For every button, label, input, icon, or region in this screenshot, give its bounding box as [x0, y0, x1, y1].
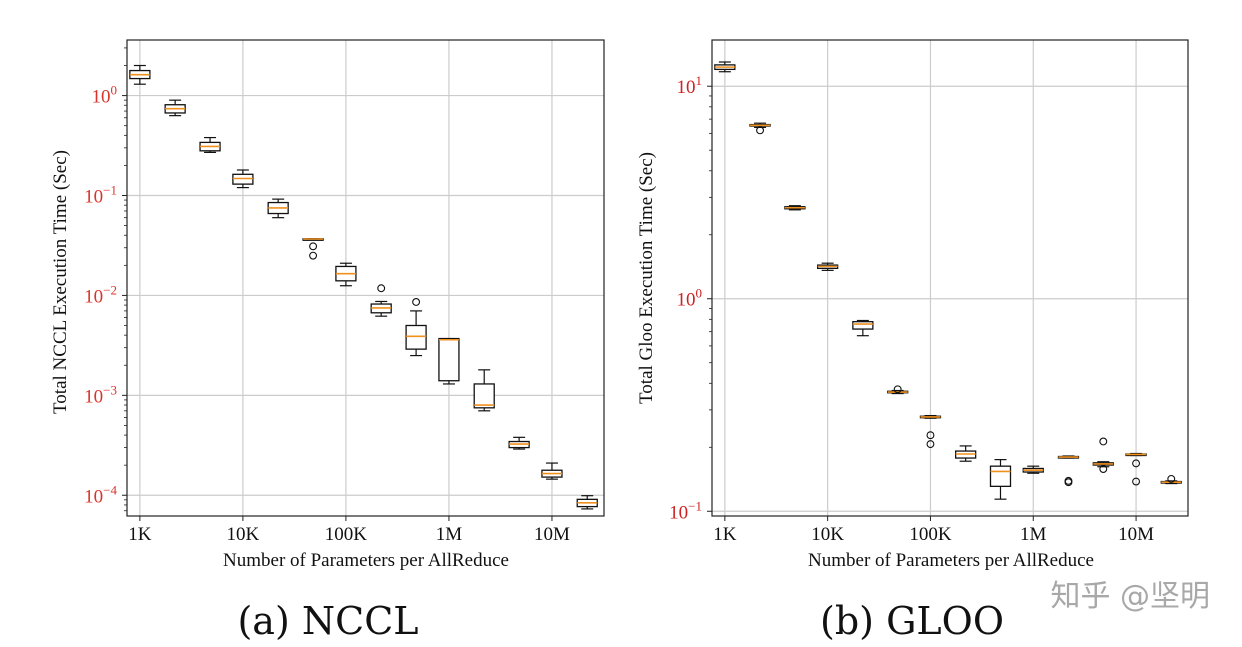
- gloo-outlier-point: [893, 385, 902, 394]
- gloo-x-tick-label: 1K: [713, 524, 737, 545]
- gloo-outlier-point: [1132, 477, 1141, 486]
- gloo-outlier-point: [1167, 474, 1176, 483]
- gloo-x-tick-label: 1M: [1020, 524, 1047, 545]
- nccl-x-tick-label: 10M: [534, 524, 570, 545]
- nccl-boxplot: [405, 298, 427, 357]
- nccl-y-tick-label: 10−2: [84, 282, 117, 307]
- gloo-boxplot: [1022, 465, 1044, 474]
- nccl-box: [405, 324, 427, 350]
- gloo-boxplot: [1125, 452, 1147, 486]
- nccl-y-tick-label: 10−3: [84, 382, 117, 407]
- gloo-boxplot: [1057, 455, 1080, 487]
- nccl-boxplot: [541, 462, 563, 480]
- nccl-boxplot: [508, 436, 530, 450]
- gloo-boxplot: [1160, 474, 1182, 485]
- nccl-boxplot: [267, 198, 289, 219]
- gloo-chart-panel: 1K 10K 100K 1M 10M 10−1 100 101 Number of Para…: [636, 39, 1189, 643]
- nccl-plot-frame: [126, 39, 605, 517]
- nccl-x-axis-label: Number of Parameters per AllReduce: [223, 550, 509, 571]
- nccl-y-tick-label: 10−1: [84, 183, 117, 208]
- nccl-outlier-point: [309, 242, 318, 251]
- gloo-boxplot: [919, 414, 942, 449]
- nccl-box: [438, 337, 460, 382]
- gloo-boxplot: [749, 122, 771, 135]
- watermark-text: 知乎 @坚明: [1050, 579, 1210, 614]
- gloo-caption: (b) GLOO: [820, 599, 1004, 643]
- nccl-boxplot: [232, 169, 254, 189]
- nccl-x-tick-label: 1K: [128, 524, 152, 545]
- nccl-box: [473, 383, 495, 409]
- nccl-x-tick-label: 10K: [227, 524, 260, 545]
- gloo-box: [989, 465, 1012, 487]
- nccl-boxplot: [335, 262, 357, 287]
- nccl-x-tick-label: 100K: [325, 524, 368, 545]
- gloo-x-axis-label: Number of Parameters per AllReduce: [808, 550, 1094, 571]
- gloo-gridlines: [712, 40, 1188, 516]
- gloo-boxplot: [887, 385, 909, 395]
- nccl-outlier-point: [412, 298, 421, 306]
- nccl-outlier-point: [377, 284, 386, 293]
- nccl-outlier-point: [309, 251, 318, 260]
- gloo-y-ticks: 10−1 100 101: [669, 73, 712, 523]
- nccl-caption: (a) NCCL: [237, 599, 418, 643]
- nccl-boxplot: [164, 99, 186, 117]
- gloo-y-tick-label: 10−1: [669, 498, 702, 523]
- nccl-chart-panel: 1K 10K 100K 1M 10M 10−4 10−3 10−2 10−1 100 Numbe…: [50, 39, 605, 643]
- gloo-outlier-point: [1064, 478, 1073, 487]
- nccl-boxplot: [129, 64, 151, 85]
- nccl-y-axis-label: Total NCCL Execution Time (Sec): [50, 150, 71, 414]
- gloo-boxplot: [955, 445, 977, 462]
- gloo-x-tick-label: 10K: [811, 524, 844, 545]
- nccl-boxplot: [576, 495, 598, 510]
- gloo-outlier-point: [756, 126, 764, 135]
- nccl-x-ticks: 1K 10K 100K 1M 10M: [128, 516, 570, 545]
- gloo-boxplot: [714, 61, 736, 73]
- nccl-x-tick-label: 1M: [436, 524, 463, 545]
- gloo-x-tick-label: 100K: [909, 524, 952, 545]
- gloo-boxplot: [989, 459, 1012, 500]
- gloo-outlier-point: [1132, 459, 1141, 468]
- nccl-y-ticks: 10−4 10−3 10−2 10−1 100: [84, 47, 127, 512]
- gloo-outlier-point: [1099, 437, 1108, 446]
- nccl-boxplot: [370, 284, 392, 317]
- gloo-outlier-point: [926, 440, 935, 449]
- gloo-x-tick-label: 10M: [1118, 524, 1154, 545]
- gloo-outlier-point: [1099, 465, 1108, 473]
- gloo-box: [852, 321, 874, 330]
- gloo-outlier-point: [926, 431, 935, 440]
- nccl-boxplot: [438, 337, 460, 385]
- gloo-y-axis-label: Total Gloo Execution Time (Sec): [636, 152, 657, 404]
- gloo-boxplots: [714, 61, 1182, 500]
- gloo-boxplot: [817, 262, 839, 271]
- nccl-boxplot: [199, 136, 221, 154]
- gloo-boxplot: [852, 319, 874, 337]
- gloo-x-ticks: 1K 10K 100K 1M 10M: [713, 516, 1154, 545]
- gloo-y-tick-label: 100: [677, 286, 703, 311]
- nccl-y-tick-label: 100: [92, 83, 118, 108]
- gloo-boxplot: [1092, 437, 1114, 473]
- gloo-boxplot: [784, 205, 806, 211]
- nccl-boxplot: [302, 238, 324, 260]
- nccl-y-tick-label: 10−4: [84, 482, 117, 507]
- nccl-boxplots: [129, 64, 598, 510]
- nccl-boxplot: [473, 369, 495, 412]
- gloo-plot-frame: [711, 39, 1189, 517]
- gloo-y-tick-label: 101: [677, 73, 703, 98]
